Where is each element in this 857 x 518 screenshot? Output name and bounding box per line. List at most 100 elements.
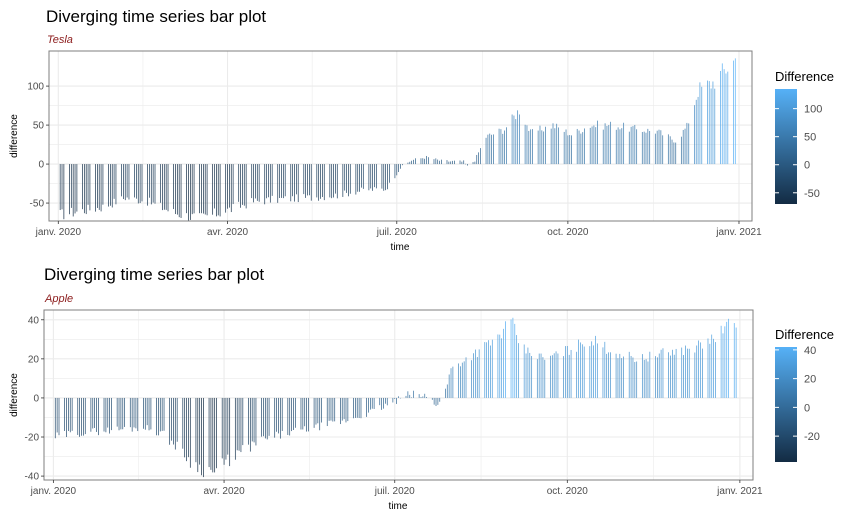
bar	[411, 160, 413, 165]
bar	[69, 164, 70, 215]
bar	[478, 349, 480, 398]
bar	[486, 342, 488, 398]
bar	[296, 164, 297, 195]
bar	[180, 164, 182, 218]
bar	[59, 164, 61, 211]
bar	[206, 164, 208, 216]
bar	[418, 394, 420, 398]
bar	[543, 131, 545, 165]
bar	[203, 164, 204, 214]
bar	[514, 323, 516, 398]
bar	[489, 133, 491, 165]
bar	[174, 397, 176, 450]
bar	[70, 164, 72, 208]
bar	[580, 133, 582, 165]
panel-border	[43, 309, 754, 481]
bar	[602, 129, 604, 165]
bar	[675, 142, 677, 165]
bar	[566, 345, 568, 398]
bar	[525, 353, 527, 398]
bar	[475, 349, 476, 398]
bar	[315, 397, 317, 425]
bar	[446, 384, 448, 398]
bar	[266, 164, 267, 199]
bar	[105, 397, 107, 433]
bar	[306, 397, 307, 432]
bar	[556, 123, 558, 165]
bar	[576, 128, 578, 165]
bar	[526, 125, 528, 165]
bar	[529, 352, 531, 398]
bar	[281, 164, 282, 198]
bar	[374, 164, 375, 188]
bar	[58, 397, 60, 436]
bar	[289, 397, 291, 436]
bar	[232, 164, 234, 205]
legend-tick-label: -20	[804, 431, 820, 443]
bar	[552, 123, 554, 165]
bar	[693, 105, 695, 165]
bar	[555, 351, 557, 398]
bar	[476, 154, 478, 165]
bar	[452, 366, 454, 398]
bar	[420, 158, 422, 165]
bar	[379, 397, 381, 406]
bar	[541, 130, 543, 165]
bar	[305, 164, 307, 198]
bar	[216, 397, 217, 469]
bar	[255, 397, 257, 446]
bar	[471, 360, 473, 398]
bar	[225, 397, 227, 460]
bar	[156, 397, 157, 436]
bar	[348, 164, 349, 197]
y-tick-label: 50	[33, 121, 45, 132]
bar	[171, 397, 172, 441]
bar	[567, 135, 569, 165]
bar	[398, 396, 399, 398]
bar	[317, 397, 319, 424]
bar	[610, 121, 612, 165]
bar	[660, 349, 662, 398]
x-axis-title: time	[391, 242, 410, 253]
bar	[212, 164, 214, 215]
bar	[144, 397, 146, 430]
bar	[593, 345, 594, 398]
bar	[292, 164, 293, 197]
bar	[702, 348, 703, 398]
bar	[628, 131, 630, 165]
bar	[490, 345, 491, 398]
bar	[480, 148, 481, 165]
bar	[287, 397, 289, 435]
bar	[628, 351, 630, 398]
bar	[383, 164, 385, 191]
bar	[255, 164, 256, 199]
bar	[589, 346, 591, 398]
bar	[234, 397, 236, 460]
bar-series	[59, 58, 736, 222]
bar	[310, 164, 312, 201]
bar	[385, 397, 386, 404]
bar	[617, 127, 619, 165]
bar	[355, 164, 357, 195]
bar	[263, 397, 264, 437]
bar	[696, 345, 698, 398]
y-tick-label: 40	[28, 315, 40, 326]
bar	[349, 164, 351, 194]
bar	[645, 132, 647, 165]
panel-border	[48, 50, 753, 222]
bar	[597, 120, 598, 165]
bar	[538, 353, 540, 398]
bar	[491, 134, 492, 165]
legend-ticks: 40 20 0 -20	[775, 345, 820, 443]
bar	[316, 164, 318, 198]
bar	[184, 397, 186, 458]
bar	[721, 63, 723, 165]
bar	[368, 164, 370, 191]
bar	[504, 130, 505, 165]
bar	[309, 164, 310, 196]
bar	[669, 136, 671, 165]
bar	[420, 396, 422, 398]
bar	[715, 342, 716, 398]
bar	[385, 164, 386, 191]
bar	[734, 58, 736, 165]
